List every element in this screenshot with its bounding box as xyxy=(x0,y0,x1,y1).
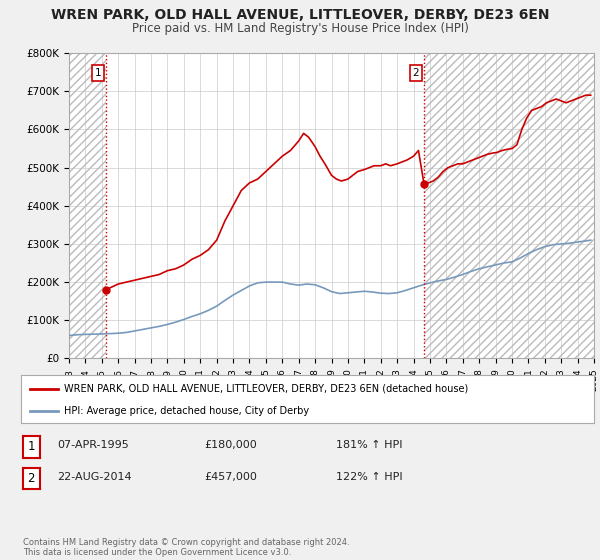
Text: 07-APR-1995: 07-APR-1995 xyxy=(57,440,129,450)
Text: 1: 1 xyxy=(95,68,101,78)
Text: 1: 1 xyxy=(28,440,35,454)
Text: WREN PARK, OLD HALL AVENUE, LITTLEOVER, DERBY, DE23 6EN (detached house): WREN PARK, OLD HALL AVENUE, LITTLEOVER, … xyxy=(64,384,468,394)
Text: 22-AUG-2014: 22-AUG-2014 xyxy=(57,472,131,482)
Text: HPI: Average price, detached house, City of Derby: HPI: Average price, detached house, City… xyxy=(64,406,309,416)
Text: £180,000: £180,000 xyxy=(204,440,257,450)
Text: £457,000: £457,000 xyxy=(204,472,257,482)
Text: 2: 2 xyxy=(28,472,35,486)
Text: Contains HM Land Registry data © Crown copyright and database right 2024.
This d: Contains HM Land Registry data © Crown c… xyxy=(23,538,349,557)
Text: 122% ↑ HPI: 122% ↑ HPI xyxy=(336,472,403,482)
Text: 181% ↑ HPI: 181% ↑ HPI xyxy=(336,440,403,450)
Text: 2: 2 xyxy=(413,68,419,78)
Text: WREN PARK, OLD HALL AVENUE, LITTLEOVER, DERBY, DE23 6EN: WREN PARK, OLD HALL AVENUE, LITTLEOVER, … xyxy=(51,8,549,22)
Text: Price paid vs. HM Land Registry's House Price Index (HPI): Price paid vs. HM Land Registry's House … xyxy=(131,22,469,35)
